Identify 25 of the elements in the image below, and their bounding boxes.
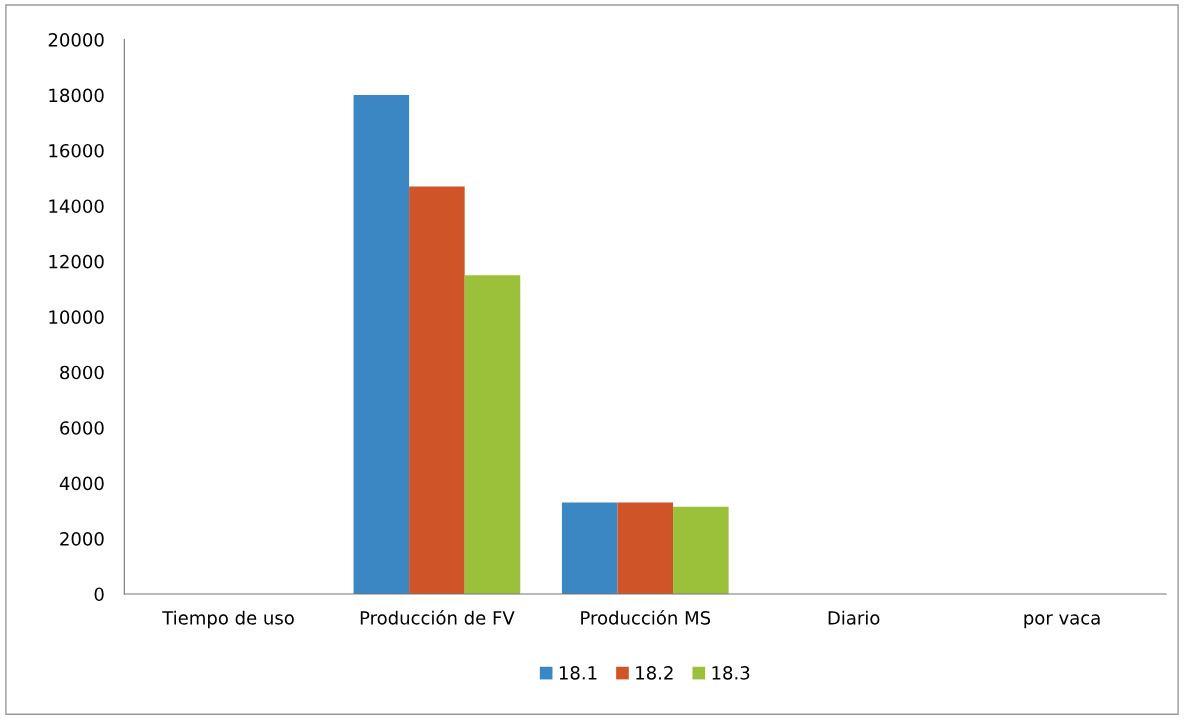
y-tick-label: 10000 [49,310,104,324]
y-tick-label: 8000 [60,365,104,380]
y-tick-label: 4000 [59,476,104,491]
y-tick-label: 16000 [49,143,104,158]
x-tick-label: Producción MS [581,609,711,625]
y-tick-label: 18000 [49,88,104,103]
legend-label: 18.3 [712,666,750,680]
y-tick-label: 12000 [49,254,104,269]
bar [409,186,465,594]
y-tick-label: 2000 [60,532,104,546]
x-tick-label: por vaca [1024,614,1100,629]
y-tick-label: 14000 [49,199,104,214]
y-tick-label: 0 [94,587,104,602]
bar [353,95,410,594]
x-tick-label: Tiempo de uso [162,610,294,629]
bar [673,506,729,594]
x-tick-label: Diario [828,610,880,625]
bar [464,275,521,594]
legend-label: 18.2 [636,666,673,680]
bar [617,502,674,594]
legend-label: 18.1 [559,666,597,680]
y-tick-label: 20000 [48,33,104,47]
bar [561,502,618,594]
y-tick-label: 6000 [60,421,104,435]
x-tick-label: Producción de FV [360,609,515,625]
